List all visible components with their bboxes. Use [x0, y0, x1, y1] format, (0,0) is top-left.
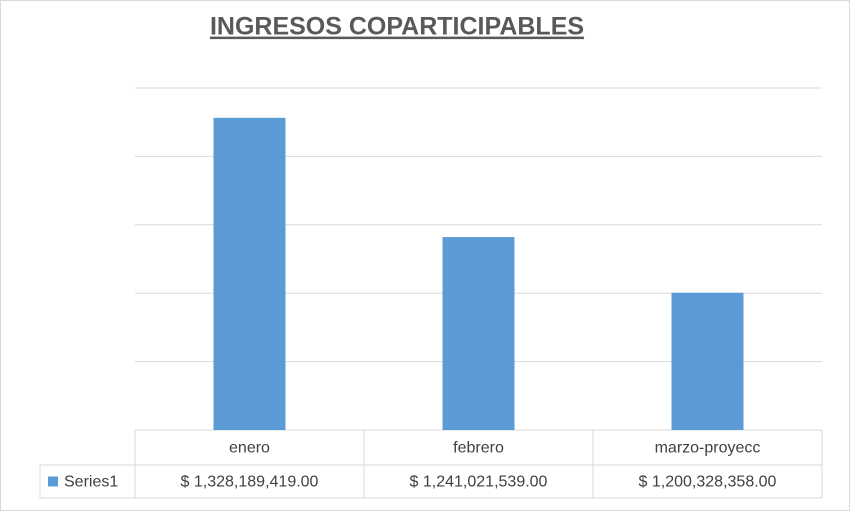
x-tick-label: febrero [453, 440, 504, 457]
value-label: $ 1,328,189,419.00 [181, 474, 319, 491]
legend-swatch [48, 476, 58, 487]
bar [213, 117, 286, 430]
value-label: $ 1,200,328,358.00 [639, 474, 777, 491]
x-tick-label: enero [229, 440, 270, 457]
legend-label: Series1 [64, 474, 118, 491]
value-label: $ 1,241,021,539.00 [410, 474, 548, 491]
bar [671, 292, 744, 430]
chart-title: INGRESOS COPARTICIPABLES [210, 13, 584, 41]
bar [442, 237, 515, 430]
x-tick-label: marzo-proyecc [655, 440, 761, 457]
